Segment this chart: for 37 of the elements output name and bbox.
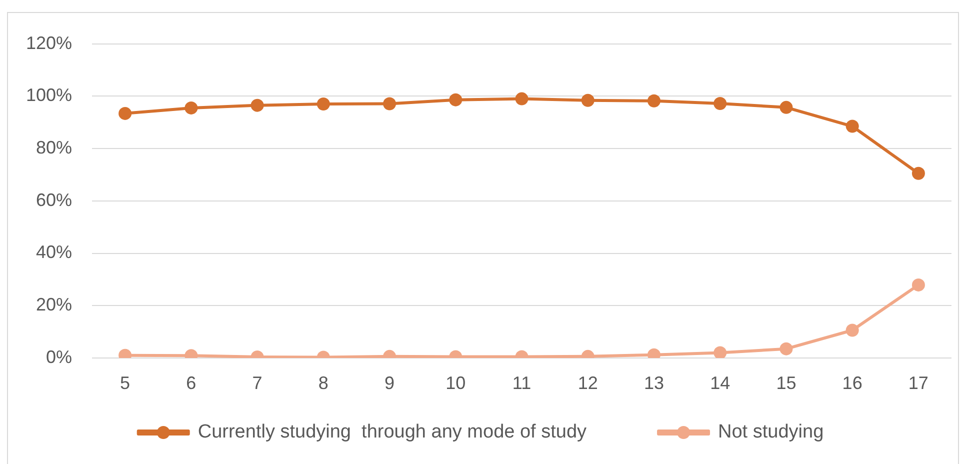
legend-label: Not studying — [718, 422, 824, 443]
x-tick-label: 16 — [842, 372, 862, 393]
point — [780, 100, 793, 114]
point — [383, 97, 396, 110]
x-tick-label: 5 — [120, 372, 130, 393]
y-tick-label: 0% — [46, 346, 72, 367]
point — [846, 120, 859, 133]
y-tick-label: 80% — [36, 138, 72, 158]
point — [912, 278, 925, 292]
x-tick-label: 15 — [776, 372, 796, 393]
point — [118, 106, 132, 120]
point — [912, 166, 925, 180]
y-tick-label: 40% — [36, 242, 72, 262]
y-tick-label: 120% — [26, 32, 72, 53]
x-tick-label: 6 — [186, 372, 196, 393]
y-tick-label: 60% — [36, 190, 72, 210]
x-tick-label: 9 — [384, 372, 395, 393]
x-tick-label: 10 — [446, 372, 466, 393]
point — [515, 92, 528, 106]
point — [449, 93, 462, 106]
point — [647, 94, 660, 108]
point — [714, 97, 727, 110]
legend-label: Currently studying through any mode of study — [198, 422, 588, 443]
point — [316, 98, 330, 111]
x-tick-label: 14 — [710, 372, 730, 393]
x-tick-label: 13 — [644, 372, 664, 393]
y-tick-label: 100% — [26, 85, 72, 106]
point — [250, 98, 264, 112]
x-tick-label: 8 — [318, 372, 328, 393]
point — [184, 101, 198, 114]
y-tick-label: 20% — [36, 294, 72, 315]
x-tick-label: 12 — [578, 372, 598, 393]
point — [714, 346, 727, 358]
point — [581, 94, 594, 107]
x-tick-label: 7 — [252, 372, 262, 393]
x-tick-label: 17 — [908, 372, 928, 393]
x-tick-label: 11 — [512, 372, 532, 393]
